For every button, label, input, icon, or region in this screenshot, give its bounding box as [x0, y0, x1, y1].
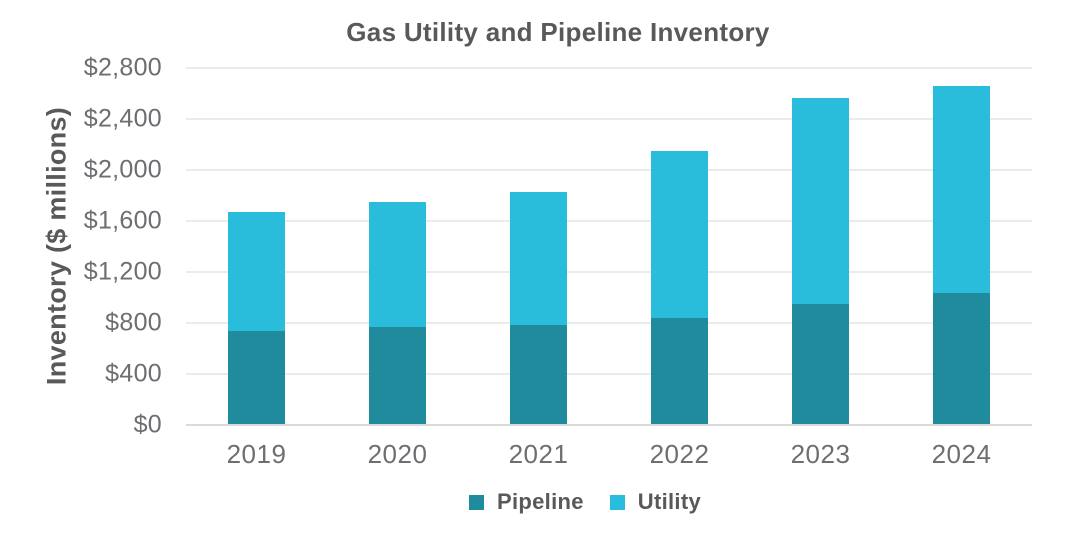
bar-segment-utility-2021 — [510, 191, 567, 325]
x-tick-label-2021: 2021 — [508, 439, 569, 469]
gridline — [186, 67, 1032, 69]
gridline — [186, 271, 1032, 273]
gridline — [186, 118, 1032, 120]
y-tick-label: $400 — [105, 359, 162, 388]
x-tick-label-2019: 2019 — [226, 439, 287, 469]
bar-segment-pipeline-2022 — [651, 318, 708, 424]
plot-area — [186, 67, 1032, 426]
legend-label-pipeline: Pipeline — [497, 489, 584, 514]
x-axis-labels: 2019 2020 2021 2022 2023 2024 — [186, 439, 1032, 471]
bar-segment-utility-2022 — [651, 151, 708, 319]
y-tick-label: $1,600 — [83, 206, 162, 235]
y-tick-label: $2,800 — [83, 53, 162, 82]
legend-swatch-utility — [609, 494, 625, 510]
y-tick-label: $1,200 — [83, 257, 162, 286]
y-tick-label: $2,000 — [83, 155, 162, 184]
gridline — [186, 322, 1032, 324]
y-axis-tick-labels: $0 $400 $800 $1,200 $1,600 $2,000 $2,400 $2,800 — [0, 0, 162, 536]
bar-segment-utility-2023 — [792, 97, 849, 305]
bar-segment-pipeline-2023 — [792, 304, 849, 424]
x-tick-label-2023: 2023 — [790, 439, 851, 469]
y-tick-label: $2,400 — [83, 104, 162, 133]
legend-label-utility: Utility — [637, 489, 701, 514]
legend-swatch-pipeline — [469, 494, 484, 510]
chart-title: Gas Utility and Pipeline Inventory — [346, 17, 770, 47]
gridline — [186, 169, 1032, 171]
bar-segment-pipeline-2021 — [510, 324, 567, 424]
x-tick-label-2024: 2024 — [931, 439, 992, 469]
y-tick-label: $0 — [133, 410, 162, 439]
gridline — [186, 220, 1032, 222]
x-tick-label-2022: 2022 — [649, 439, 710, 469]
bar-segment-pipeline-2019 — [228, 330, 285, 424]
bar-segment-pipeline-2020 — [369, 327, 426, 424]
bar-segment-utility-2019 — [228, 212, 285, 331]
gridline — [186, 373, 1032, 375]
legend-item-pipeline: Pipeline — [469, 489, 584, 515]
legend-item-utility: Utility — [609, 489, 701, 515]
bar-segment-utility-2024 — [933, 86, 990, 293]
y-tick-label: $800 — [105, 308, 162, 337]
x-axis-line — [186, 424, 1032, 426]
bar-segment-pipeline-2024 — [933, 292, 990, 424]
bar-segment-utility-2020 — [369, 202, 426, 328]
legend: Pipeline Utility — [162, 489, 1008, 515]
x-tick-label-2020: 2020 — [367, 439, 428, 469]
